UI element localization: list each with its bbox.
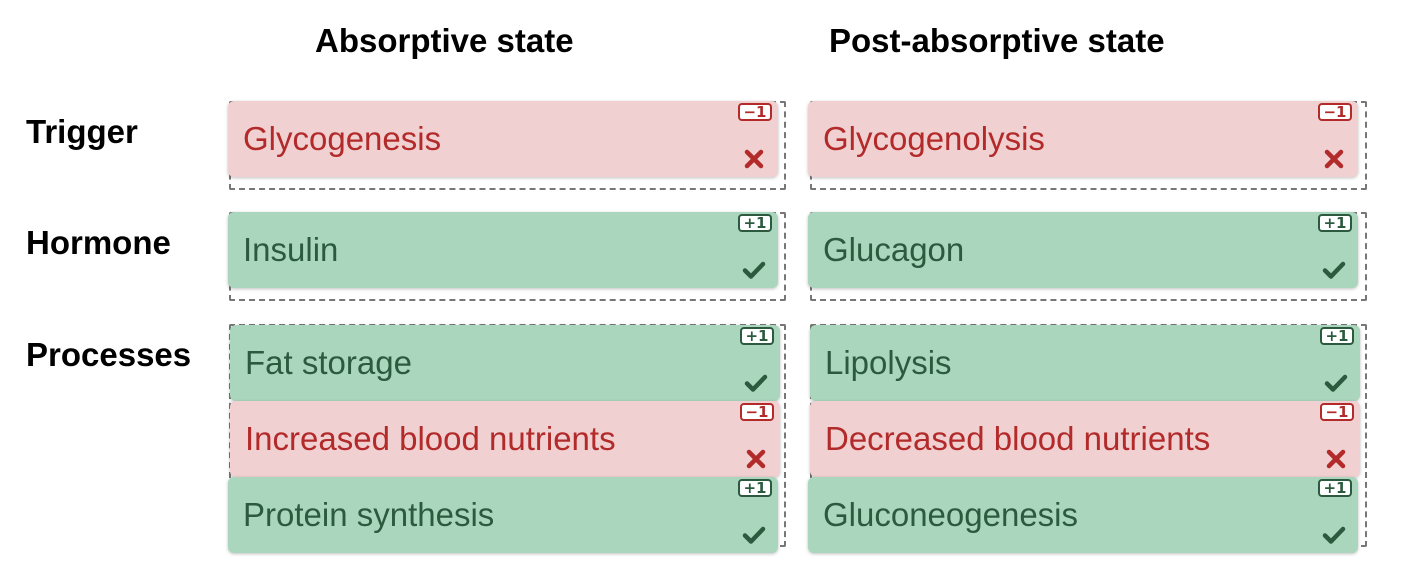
check-icon (742, 523, 766, 547)
card-label: Gluconeogenesis (823, 496, 1079, 533)
cross-icon (742, 147, 766, 171)
card-label: Increased blood nutrients (245, 420, 616, 457)
score-badge: −1 (1320, 403, 1354, 421)
check-icon (742, 258, 766, 282)
card-fat-storage[interactable]: Fat storage +1 (230, 325, 780, 401)
score-badge: −1 (740, 403, 774, 421)
card-glycogenesis[interactable]: Glycogenesis −1 (228, 101, 778, 177)
row-label-trigger: Trigger (26, 113, 138, 150)
card-label: Insulin (243, 231, 339, 268)
cross-icon (744, 447, 768, 471)
card-label: Glucagon (823, 231, 965, 268)
row-label-hormone: Hormone (26, 224, 171, 261)
score-badge: +1 (738, 214, 772, 232)
card-label: Decreased blood nutrients (825, 420, 1211, 457)
score-badge: +1 (740, 327, 774, 345)
card-glycogenolysis[interactable]: Glycogenolysis −1 (808, 101, 1358, 177)
check-icon (1324, 371, 1348, 395)
card-label: Lipolysis (825, 344, 952, 381)
score-badge: −1 (1318, 103, 1352, 121)
row-label-processes: Processes (26, 336, 192, 373)
score-badge: +1 (738, 479, 772, 497)
cross-icon (1324, 447, 1348, 471)
column-header-absorptive: Absorptive state (315, 22, 574, 59)
card-increased-blood-nutrients[interactable]: Increased blood nutrients −1 (230, 401, 780, 477)
card-protein-synthesis[interactable]: Protein synthesis +1 (228, 477, 778, 553)
card-insulin[interactable]: Insulin +1 (228, 212, 778, 288)
card-gluconeogenesis[interactable]: Gluconeogenesis +1 (808, 477, 1358, 553)
score-badge: +1 (1318, 479, 1352, 497)
card-glucagon[interactable]: Glucagon +1 (808, 212, 1358, 288)
check-icon (1322, 258, 1346, 282)
card-label: Fat storage (245, 344, 412, 381)
card-lipolysis[interactable]: Lipolysis +1 (810, 325, 1360, 401)
card-label: Glycogenesis (243, 120, 442, 157)
card-decreased-blood-nutrients[interactable]: Decreased blood nutrients −1 (810, 401, 1360, 477)
score-badge: −1 (738, 103, 772, 121)
card-label: Glycogenolysis (823, 120, 1045, 157)
check-icon (1322, 523, 1346, 547)
column-header-post-absorptive: Post-absorptive state (829, 22, 1165, 59)
card-label: Protein synthesis (243, 496, 495, 533)
check-icon (744, 371, 768, 395)
score-badge: +1 (1320, 327, 1354, 345)
cross-icon (1322, 147, 1346, 171)
score-badge: +1 (1318, 214, 1352, 232)
